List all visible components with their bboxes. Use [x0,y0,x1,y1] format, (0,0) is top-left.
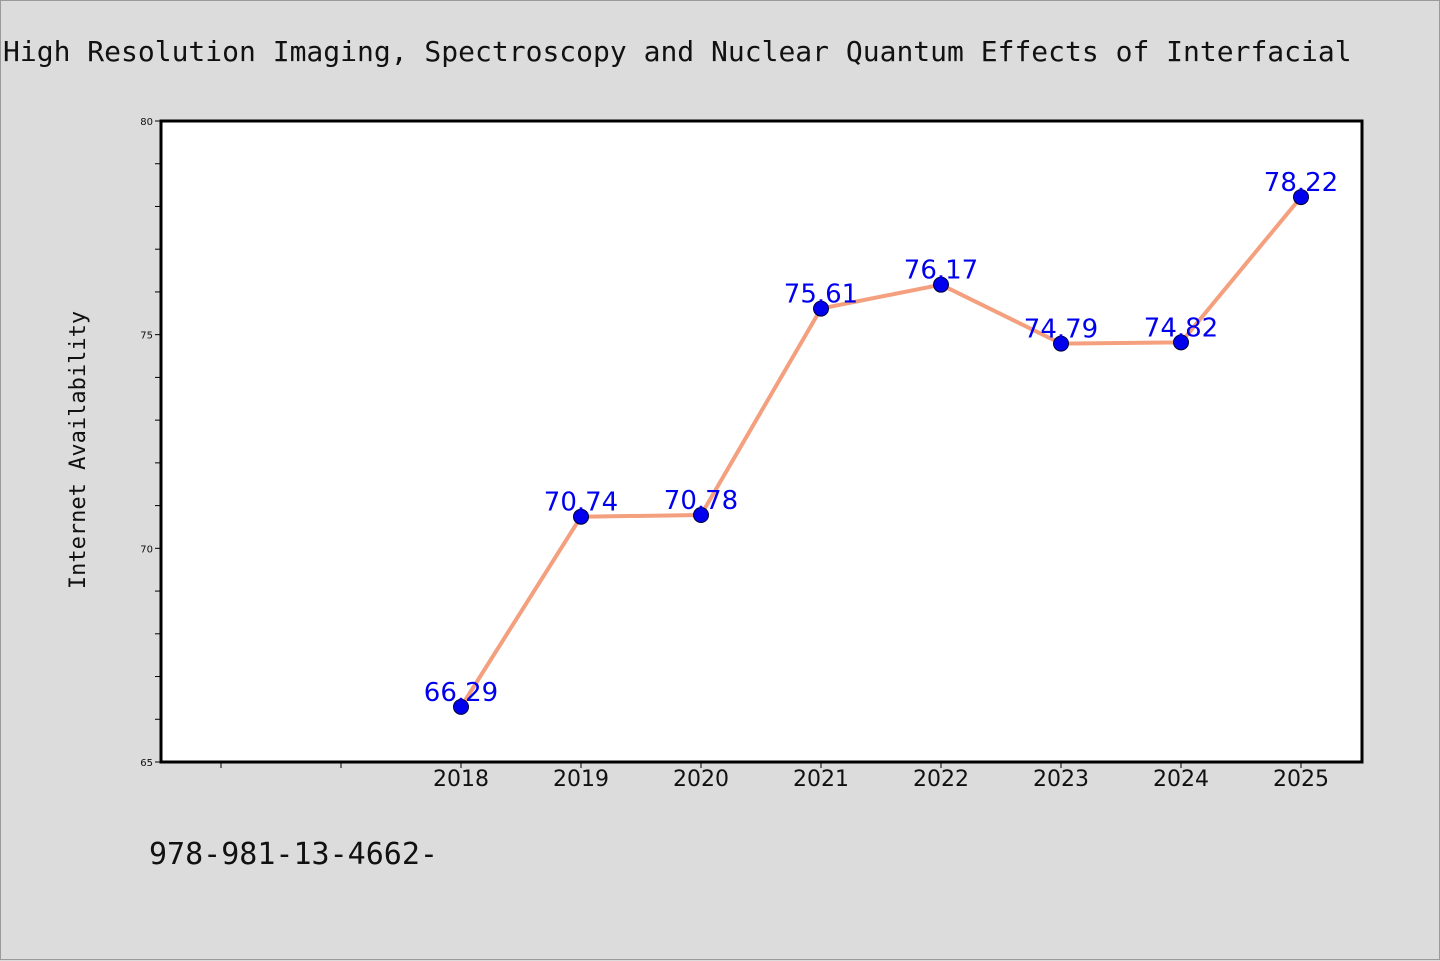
chart-title: High Resolution Imaging, Spectroscopy an… [3,35,1352,68]
y-axis: 65 70 75 80 [140,117,161,769]
data-point [573,508,589,525]
x-tick-label: 2018 [433,767,489,792]
x-tick-label: 2019 [553,767,609,792]
y-tick-label: 80 [140,117,153,128]
x-tick-label: 2020 [673,767,729,792]
plot-area [159,119,1364,764]
data-point [1173,334,1189,351]
y-tick-label: 70 [140,544,153,555]
data-point [453,698,469,715]
x-tick-label: 2021 [793,767,849,792]
data-label: 78.22 [1264,168,1338,198]
data-label: 70.74 [544,488,618,518]
data-label: 75.61 [784,280,858,310]
footer-code: 978-981-13-4662- [149,837,438,872]
x-axis: 2018 2019 2020 2021 2022 2023 2024 2025 [220,762,1329,792]
series-line-group: 66.29 70.74 70.78 75.61 76.17 74.79 74.82 78.22 [424,168,1338,715]
y-axis-label: Internet Availability [66,311,91,589]
data-point [1293,189,1309,206]
data-label: 70.78 [664,486,738,516]
x-tick-label: 2022 [913,767,969,792]
series-line [459,195,1303,708]
data-label: 66.29 [424,678,498,708]
y-tick-label: 65 [140,758,153,769]
data-point [813,300,829,317]
data-label: 74.82 [1144,313,1218,343]
x-tick-label: 2023 [1033,767,1089,792]
x-tick-label: 2024 [1153,767,1209,792]
data-point [693,507,709,524]
data-label: 74.79 [1024,315,1098,345]
data-point [1053,335,1069,352]
y-tick-label: 75 [140,331,153,342]
data-point [933,276,949,293]
data-label: 76.17 [904,256,978,286]
x-tick-label: 2025 [1273,767,1329,792]
